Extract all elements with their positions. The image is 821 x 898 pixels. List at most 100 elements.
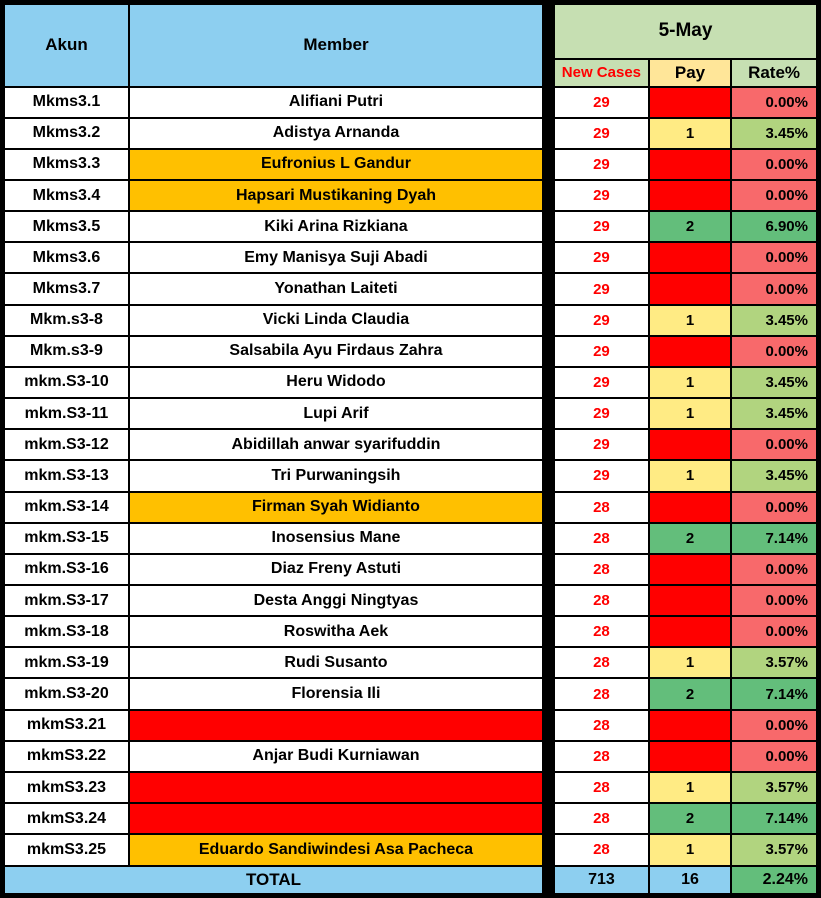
rate-cell[interactable]: 3.57% <box>730 833 820 867</box>
pay-cell[interactable]: 2 <box>647 677 733 711</box>
pay-cell[interactable]: 2 <box>647 521 733 555</box>
pay-cell[interactable] <box>647 615 733 649</box>
member-cell[interactable]: Yonathan Laiteti <box>127 272 550 306</box>
akun-cell[interactable]: Mkms3.4 <box>1 178 130 213</box>
new-cases-cell[interactable]: 29 <box>541 397 650 431</box>
pay-cell[interactable] <box>647 428 733 462</box>
pay-cell[interactable] <box>647 552 733 587</box>
total-rate-cell[interactable]: 2.24% <box>730 864 820 897</box>
pay-cell[interactable]: 2 <box>647 210 733 244</box>
new-cases-cell[interactable]: 28 <box>541 490 650 524</box>
new-cases-cell[interactable]: 29 <box>541 459 650 493</box>
akun-cell[interactable]: Mkms3.6 <box>1 241 130 275</box>
pay-cell[interactable] <box>647 178 733 213</box>
rate-cell[interactable]: 0.00% <box>730 241 820 275</box>
member-cell[interactable]: Alifiani Putri <box>127 85 550 119</box>
column-header-member[interactable]: Member <box>127 1 550 88</box>
member-cell[interactable]: Kiki Arina Rizkiana <box>127 210 550 244</box>
pay-cell[interactable]: 1 <box>647 459 733 493</box>
pay-cell[interactable]: 1 <box>647 365 733 400</box>
akun-cell[interactable]: mkmS3.25 <box>1 833 130 867</box>
pay-cell[interactable] <box>647 147 733 181</box>
member-cell[interactable]: Lupi Arif <box>127 397 550 431</box>
rate-cell[interactable]: 3.45% <box>730 116 820 150</box>
member-cell[interactable]: Rudi Susanto <box>127 646 550 680</box>
akun-cell[interactable]: Mkms3.7 <box>1 272 130 306</box>
pay-cell[interactable] <box>647 241 733 275</box>
akun-cell[interactable]: mkm.S3-14 <box>1 490 130 524</box>
rate-cell[interactable]: 0.00% <box>730 708 820 742</box>
rate-cell[interactable]: 7.14% <box>730 677 820 711</box>
total-label-cell[interactable]: TOTAL <box>1 864 550 897</box>
rate-cell[interactable]: 6.90% <box>730 210 820 244</box>
akun-cell[interactable]: mkm.S3-12 <box>1 428 130 462</box>
pay-cell[interactable] <box>647 85 733 119</box>
new-cases-cell[interactable]: 29 <box>541 365 650 400</box>
akun-cell[interactable]: mkm.S3-16 <box>1 552 130 587</box>
rate-cell[interactable]: 7.14% <box>730 521 820 555</box>
member-cell[interactable]: Eufronius L Gandur <box>127 147 550 181</box>
akun-cell[interactable]: mkmS3.21 <box>1 708 130 742</box>
rate-cell[interactable]: 3.45% <box>730 365 820 400</box>
akun-cell[interactable]: Mkms3.2 <box>1 116 130 150</box>
new-cases-cell[interactable]: 28 <box>541 583 650 618</box>
rate-cell[interactable]: 0.00% <box>730 85 820 119</box>
new-cases-cell[interactable]: 28 <box>541 677 650 711</box>
member-cell[interactable]: Hapsari Mustikaning Dyah <box>127 178 550 213</box>
akun-cell[interactable]: mkm.S3-10 <box>1 365 130 400</box>
column-header-new-cases[interactable]: New Cases <box>541 57 650 88</box>
member-cell[interactable]: Diaz Freny Astuti <box>127 552 550 587</box>
akun-cell[interactable]: mkm.S3-19 <box>1 646 130 680</box>
rate-cell[interactable]: 3.45% <box>730 397 820 431</box>
rate-cell[interactable]: 0.00% <box>730 147 820 181</box>
member-cell[interactable]: Eduardo Sandiwindesi Asa Pacheca <box>127 833 550 867</box>
member-cell[interactable]: Florensia Ili <box>127 677 550 711</box>
member-cell[interactable]: Salsabila Ayu Firdaus Zahra <box>127 334 550 368</box>
pay-cell[interactable]: 1 <box>647 833 733 867</box>
new-cases-cell[interactable]: 29 <box>541 147 650 181</box>
column-header-rate[interactable]: Rate% <box>730 57 820 88</box>
rate-cell[interactable]: 0.00% <box>730 490 820 524</box>
pay-cell[interactable]: 2 <box>647 802 733 836</box>
member-cell[interactable]: Adistya Arnanda <box>127 116 550 150</box>
pay-cell[interactable]: 1 <box>647 646 733 680</box>
rate-cell[interactable]: 3.57% <box>730 646 820 680</box>
member-cell[interactable]: Heru Widodo <box>127 365 550 400</box>
rate-cell[interactable]: 3.45% <box>730 303 820 337</box>
new-cases-cell[interactable]: 29 <box>541 178 650 213</box>
member-cell[interactable]: Firman Syah Widianto <box>127 490 550 524</box>
new-cases-cell[interactable]: 29 <box>541 303 650 337</box>
new-cases-cell[interactable]: 28 <box>541 739 650 773</box>
rate-cell[interactable]: 7.14% <box>730 802 820 836</box>
member-cell[interactable]: Vicki Linda Claudia <box>127 303 550 337</box>
member-cell[interactable] <box>127 802 550 836</box>
new-cases-cell[interactable]: 28 <box>541 552 650 587</box>
new-cases-cell[interactable]: 29 <box>541 116 650 150</box>
rate-cell[interactable]: 0.00% <box>730 334 820 368</box>
rate-cell[interactable]: 0.00% <box>730 178 820 213</box>
new-cases-cell[interactable]: 29 <box>541 272 650 306</box>
member-cell[interactable]: Inosensius Mane <box>127 521 550 555</box>
new-cases-cell[interactable]: 28 <box>541 802 650 836</box>
akun-cell[interactable]: Mkm.s3-9 <box>1 334 130 368</box>
akun-cell[interactable]: mkm.S3-18 <box>1 615 130 649</box>
column-header-pay[interactable]: Pay <box>647 57 733 88</box>
column-header-date[interactable]: 5-May <box>541 1 820 60</box>
total-new-cases-cell[interactable]: 713 <box>541 864 650 897</box>
rate-cell[interactable]: 0.00% <box>730 272 820 306</box>
member-cell[interactable]: Desta Anggi Ningtyas <box>127 583 550 618</box>
rate-cell[interactable]: 3.45% <box>730 459 820 493</box>
rate-cell[interactable]: 0.00% <box>730 583 820 618</box>
pay-cell[interactable] <box>647 490 733 524</box>
new-cases-cell[interactable]: 29 <box>541 210 650 244</box>
akun-cell[interactable]: mkmS3.22 <box>1 739 130 773</box>
pay-cell[interactable] <box>647 739 733 773</box>
pay-cell[interactable]: 1 <box>647 397 733 431</box>
member-cell[interactable]: Tri Purwaningsih <box>127 459 550 493</box>
rate-cell[interactable]: 0.00% <box>730 428 820 462</box>
akun-cell[interactable]: mkm.S3-13 <box>1 459 130 493</box>
akun-cell[interactable]: mkmS3.23 <box>1 770 130 805</box>
new-cases-cell[interactable]: 28 <box>541 615 650 649</box>
member-cell[interactable] <box>127 708 550 742</box>
member-cell[interactable]: Emy Manisya Suji Abadi <box>127 241 550 275</box>
